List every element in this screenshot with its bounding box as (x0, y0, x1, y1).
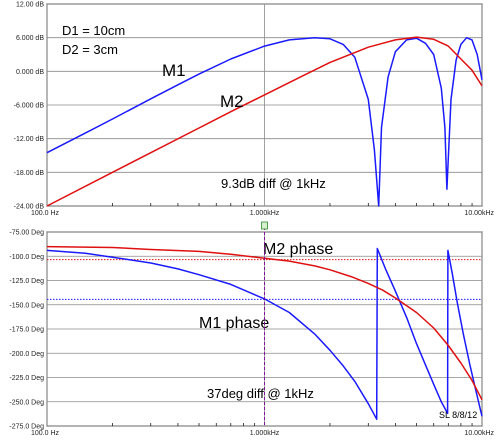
series-m2 (46, 36, 483, 207)
phase-y-tick-label: -75.00 Deg (9, 230, 44, 237)
series-m1 (46, 36, 483, 207)
phase-y-tick-label: -200.0 Deg (9, 351, 44, 358)
label-m1: M1 (162, 61, 186, 80)
phase-x-tick-labels: 100.0 Hz 1.000kHz 10.00kHz (31, 430, 494, 437)
phase-y-tick-label: -275.0 Deg (9, 424, 44, 431)
annotation-phase-diff: 37deg diff @ 1kHz (207, 386, 314, 401)
cursor-marker (261, 221, 268, 426)
magnitude-y-tick-label: -6.000 dB (14, 103, 45, 110)
annotation-d1: D1 = 10cm (62, 23, 125, 38)
magnitude-x-tick-label: 10.00kHz (464, 210, 494, 217)
series-m2-phase (46, 245, 483, 401)
magnitude-x-tick-label: 1.000kHz (250, 210, 280, 217)
phase-grid (46, 231, 483, 427)
annotation-d2: D2 = 3cm (62, 42, 118, 57)
label-m1-phase: M1 phase (199, 315, 269, 332)
magnitude-y-tick-label: 0.000 dB (16, 69, 44, 76)
magnitude-y-tick-label: -24.00 dB (14, 204, 45, 211)
magnitude-x-tick-labels: 100.0 Hz 1.000kHz 10.00kHz (31, 210, 494, 217)
cursor-handle[interactable] (261, 221, 268, 230)
phase-y-tick-label: -125.0 Deg (9, 278, 44, 285)
magnitude-y-tick-label: 6.000 dB (16, 35, 44, 42)
phase-y-tick-label: -100.0 Deg (9, 254, 44, 261)
annotation-signature: SL 8/8/12 (439, 410, 477, 420)
magnitude-grid (46, 3, 483, 207)
phase-y-tick-label: -150.0 Deg (9, 302, 44, 309)
phase-panel: -75.00 Deg -100.0 Deg -125.0 Deg -150.0 Deg… (9, 230, 494, 438)
series-m1-phase (46, 247, 483, 420)
label-m2: M2 (220, 92, 244, 111)
phase-series (46, 245, 483, 420)
magnitude-y-tick-label: -12.00 dB (14, 136, 45, 143)
phase-y-tick-label: -175.0 Deg (9, 327, 44, 334)
magnitude-panel: 12.00 dB 6.000 dB 0.000 dB -6.000 dB -12.00 … (14, 2, 495, 218)
phase-x-tick-label: 10.00kHz (464, 430, 494, 437)
magnitude-y-tick-label: 12.00 dB (16, 2, 44, 9)
phase-y-tick-label: -250.0 Deg (9, 399, 44, 406)
phase-y-tick-labels: -75.00 Deg -100.0 Deg -125.0 Deg -150.0 Deg… (9, 230, 44, 431)
label-m2-phase: M2 phase (263, 241, 333, 258)
magnitude-y-tick-label: -18.00 dB (14, 170, 45, 177)
annotation-magnitude-diff: 9.3dB diff @ 1kHz (221, 176, 326, 191)
phase-y-tick-label: -225.0 Deg (9, 375, 44, 382)
magnitude-x-tick-label: 100.0 Hz (31, 210, 60, 217)
phase-x-tick-label: 100.0 Hz (31, 430, 60, 437)
magnitude-series (46, 36, 483, 207)
magnitude-y-tick-labels: 12.00 dB 6.000 dB 0.000 dB -6.000 dB -12.00 … (14, 2, 45, 211)
phase-x-tick-label: 1.000kHz (250, 430, 280, 437)
